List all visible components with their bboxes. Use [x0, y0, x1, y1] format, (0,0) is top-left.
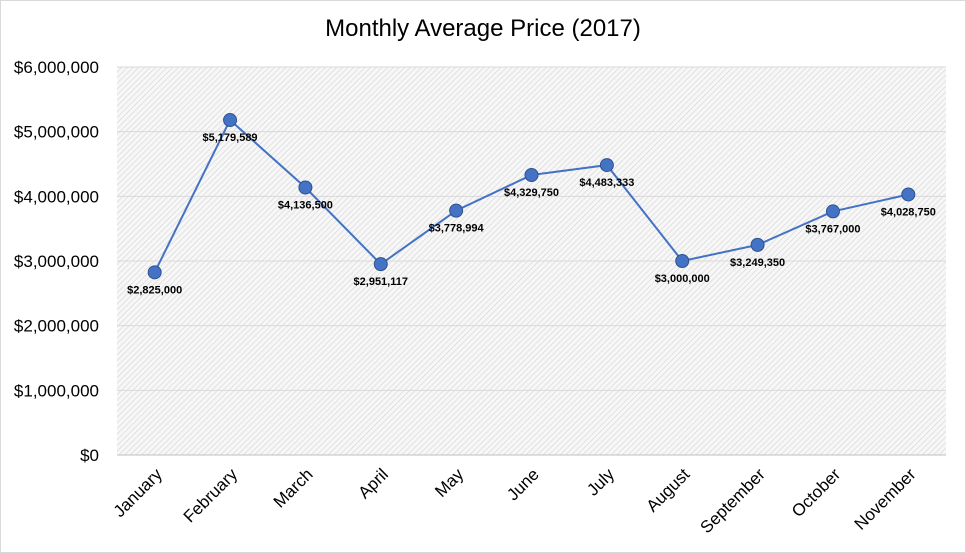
- data-label: $4,329,750: [504, 187, 559, 199]
- data-point: [599, 158, 614, 173]
- y-tick-label: $2,000,000: [14, 317, 99, 336]
- data-label: $4,028,750: [881, 206, 936, 218]
- data-label: $3,000,000: [655, 273, 710, 285]
- data-point: [373, 257, 388, 272]
- x-tick-label: October: [788, 465, 844, 521]
- data-label: $3,778,994: [429, 223, 485, 235]
- x-tick-label: April: [355, 465, 392, 502]
- y-tick-label: $0: [80, 446, 99, 465]
- data-label: $4,136,500: [278, 200, 333, 212]
- y-tick-label: $6,000,000: [14, 58, 99, 77]
- y-tick-label: $3,000,000: [14, 252, 99, 271]
- x-tick-label: September: [697, 465, 769, 537]
- x-tick-label: January: [110, 464, 167, 521]
- data-label: $2,951,117: [354, 276, 408, 288]
- data-label: $3,249,350: [730, 257, 785, 269]
- x-tick-label: March: [270, 465, 317, 512]
- data-point: [675, 254, 690, 268]
- y-tick-label: $5,000,000: [14, 123, 99, 142]
- data-point: [298, 180, 313, 195]
- data-point: [750, 237, 765, 252]
- y-tick-label: $4,000,000: [14, 187, 99, 206]
- x-tick-label: May: [431, 464, 467, 500]
- data-point: [901, 187, 916, 202]
- data-point: [449, 203, 464, 218]
- x-tick-label: February: [180, 464, 242, 526]
- data-point: [524, 168, 539, 183]
- data-label: $3,767,000: [805, 223, 860, 235]
- chart-title: Monthly Average Price (2017): [325, 15, 641, 42]
- data-label: $4,483,333: [579, 177, 634, 189]
- x-tick-label: July: [583, 464, 618, 499]
- data-label: $2,825,000: [127, 284, 182, 296]
- data-label: $5,179,589: [203, 132, 258, 144]
- y-tick-label: $1,000,000: [14, 381, 99, 400]
- x-tick-label: November: [851, 465, 920, 534]
- data-point: [825, 204, 840, 219]
- x-tick-label: August: [643, 465, 694, 516]
- x-tick-label: June: [503, 465, 543, 505]
- data-point: [147, 265, 162, 280]
- data-point: [223, 113, 238, 128]
